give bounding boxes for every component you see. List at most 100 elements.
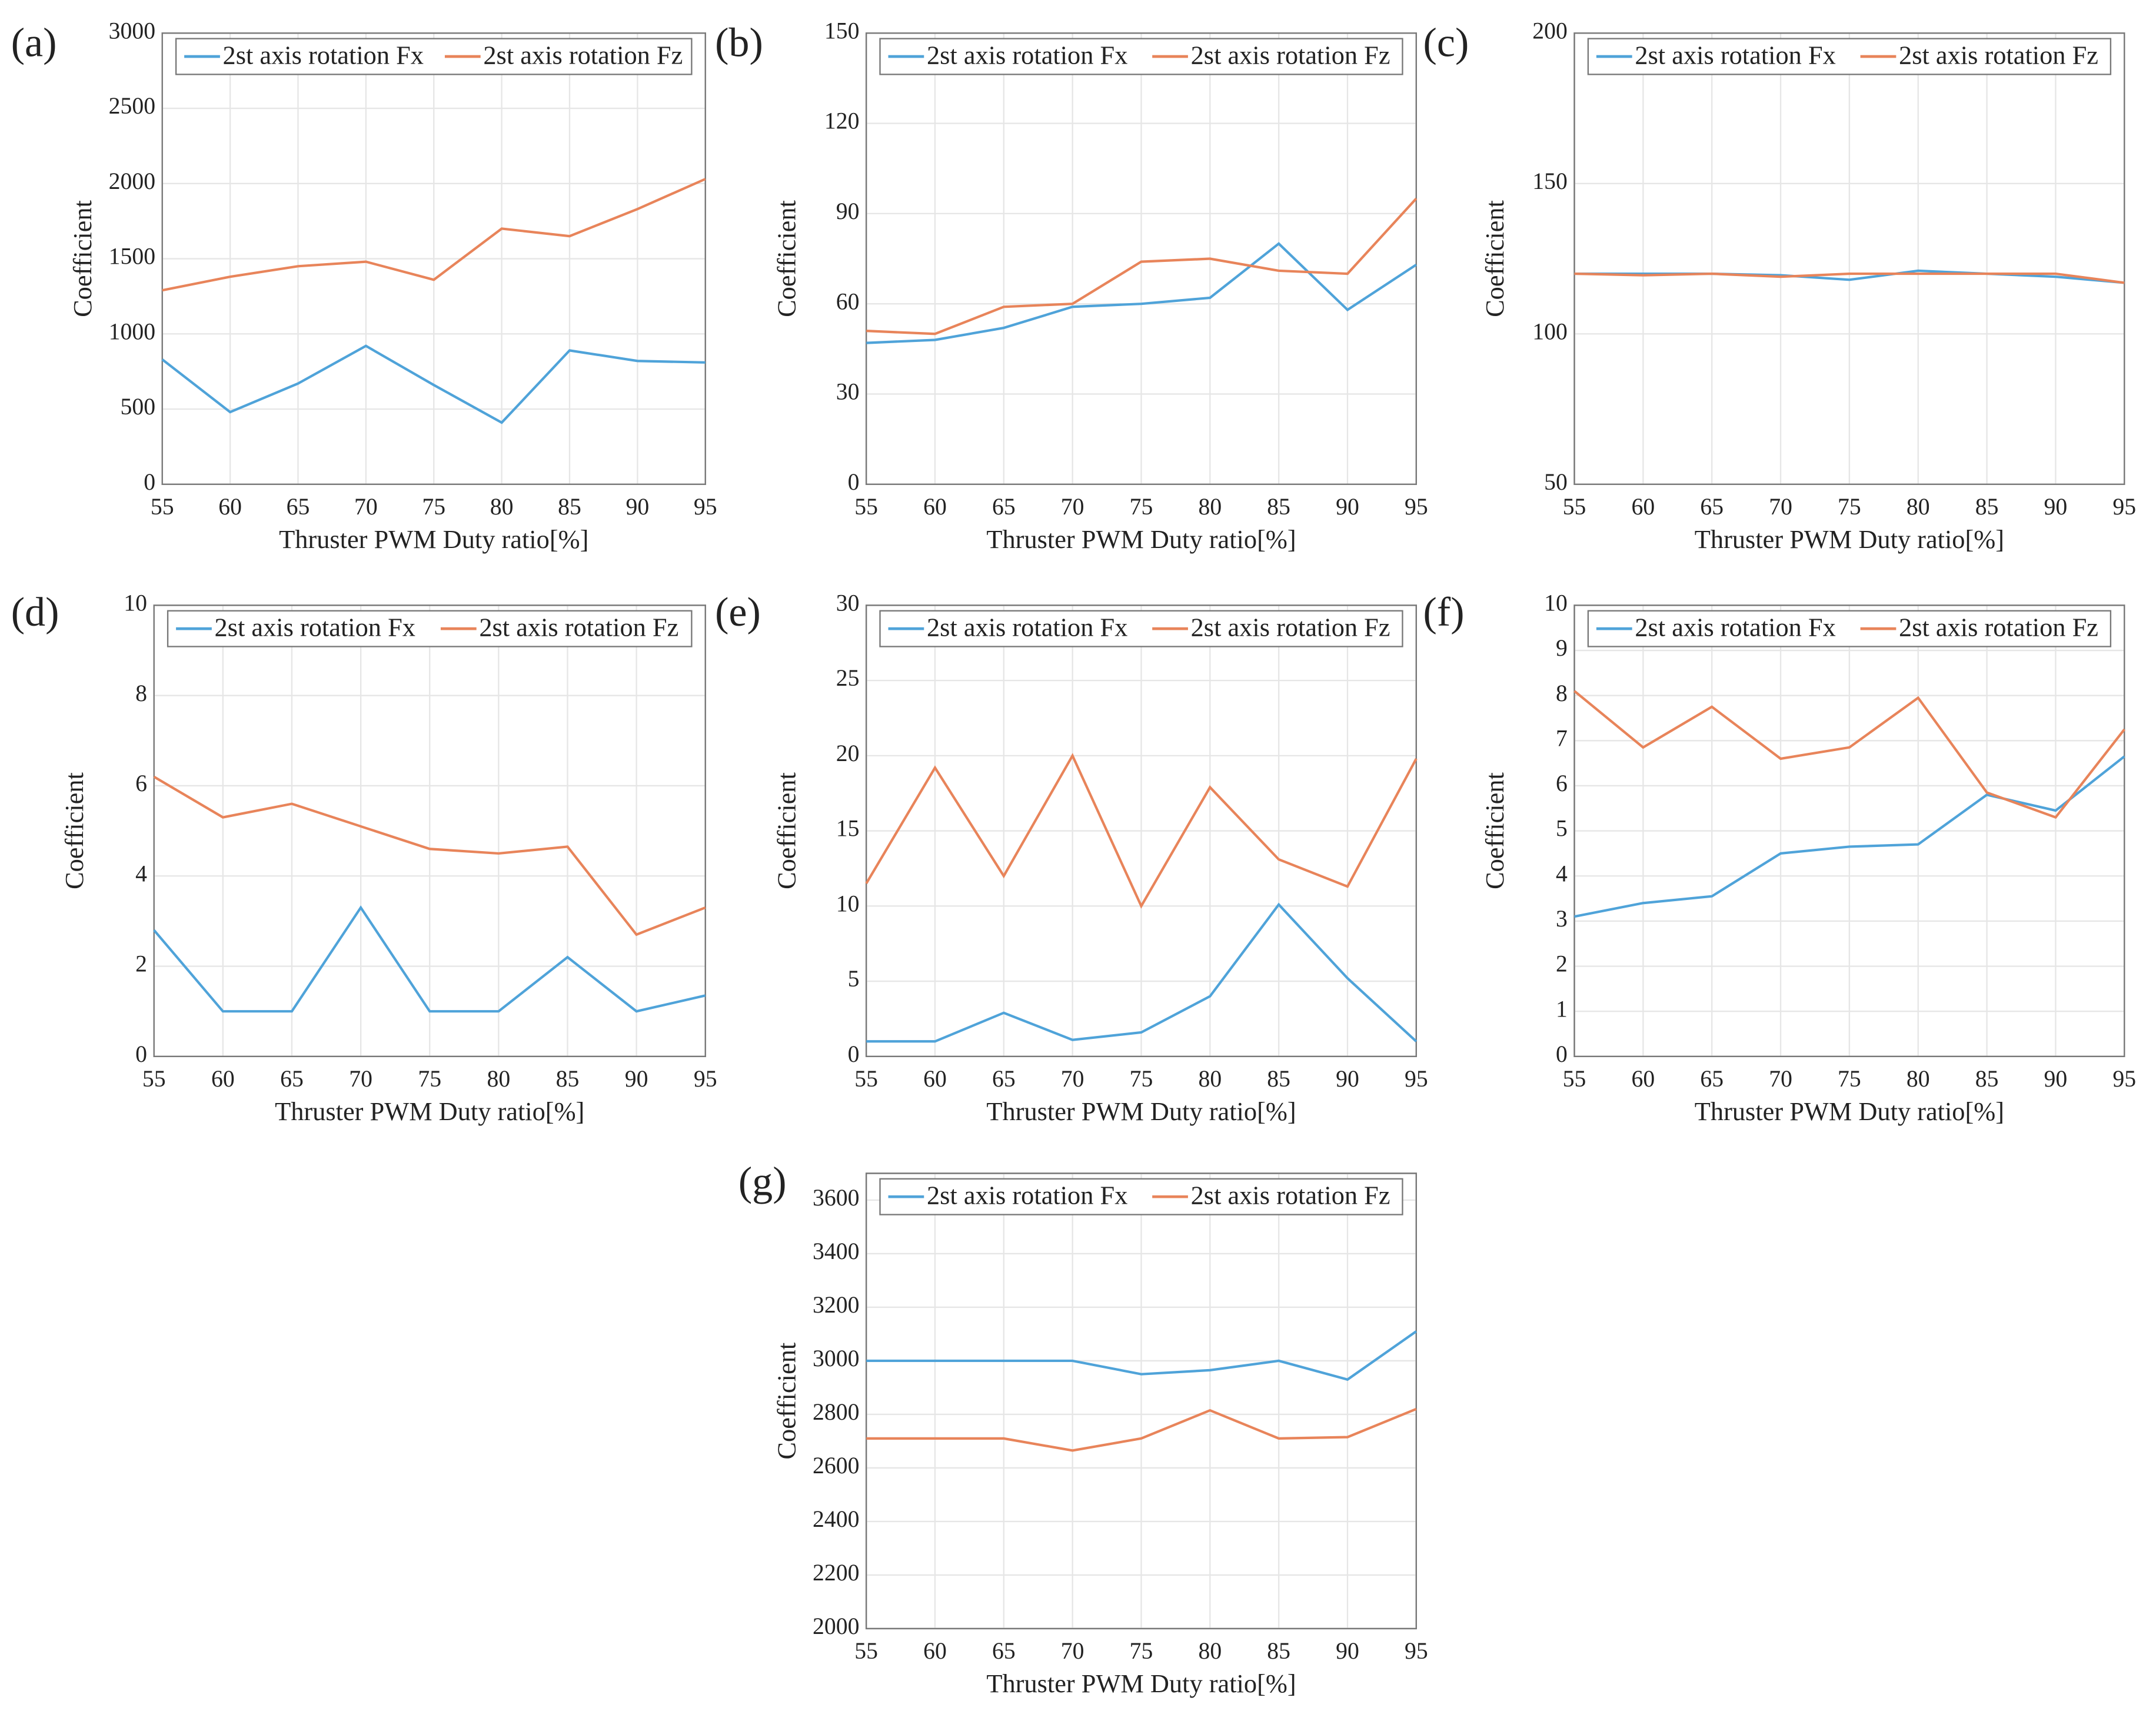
x-tick-label: 70 bbox=[1061, 494, 1084, 520]
x-tick-label: 60 bbox=[1632, 1066, 1655, 1092]
x-tick-label: 70 bbox=[354, 494, 378, 520]
x-tick-label: 80 bbox=[1907, 1066, 1930, 1092]
y-tick-label: 3 bbox=[1556, 906, 1568, 932]
x-tick-label: 95 bbox=[1405, 494, 1428, 520]
x-tick-label: 55 bbox=[1563, 494, 1586, 520]
data-line bbox=[866, 1407, 1417, 1452]
x-tick-label: 55 bbox=[854, 1638, 878, 1664]
panel-label: (a) bbox=[11, 21, 57, 66]
x-tick-label: 85 bbox=[1267, 1066, 1290, 1092]
y-tick-label: 2500 bbox=[109, 93, 155, 119]
x-tick-label: 60 bbox=[923, 1066, 947, 1092]
x-tick-label: 95 bbox=[1405, 1066, 1428, 1092]
legend-label: 2st axis rotation Fz bbox=[1899, 41, 2098, 70]
x-tick-label: 60 bbox=[218, 494, 242, 520]
y-tick-label: 3200 bbox=[813, 1292, 859, 1318]
x-axis-label: Thruster PWM Duty ratio[%] bbox=[986, 524, 1296, 554]
axes-box bbox=[161, 32, 706, 485]
data-line bbox=[153, 905, 706, 1013]
y-tick-label: 2000 bbox=[813, 1613, 859, 1639]
y-tick-label: 100 bbox=[1532, 318, 1568, 344]
x-tick-label: 95 bbox=[694, 494, 717, 520]
x-tick-label: 95 bbox=[2112, 494, 2136, 520]
legend-label: 2st axis rotation Fx bbox=[1635, 613, 1835, 642]
y-axis-label: Coefficient bbox=[771, 200, 801, 317]
x-tick-label: 55 bbox=[1563, 1066, 1586, 1092]
y-tick-label: 150 bbox=[1532, 168, 1568, 194]
data-line bbox=[1574, 755, 2125, 918]
subplot: 55 60 65 70 75 80 85 90 95 0 5 10 15 20 25 30 Thruster P… bbox=[715, 590, 1428, 1126]
legend-label: 2st axis rotation Fz bbox=[1191, 1181, 1390, 1210]
y-tick-label: 3400 bbox=[813, 1238, 859, 1264]
y-tick-label: 3600 bbox=[813, 1185, 859, 1211]
y-axis-label: Coefficient bbox=[1480, 772, 1509, 889]
x-tick-label: 85 bbox=[1267, 494, 1290, 520]
x-tick-label: 55 bbox=[854, 1066, 878, 1092]
y-tick-label: 500 bbox=[120, 394, 155, 420]
x-tick-label: 90 bbox=[625, 1066, 648, 1092]
panel-label: (f) bbox=[1423, 590, 1465, 635]
legend-label: 2st axis rotation Fz bbox=[1191, 613, 1390, 642]
x-tick-label: 65 bbox=[1700, 494, 1724, 520]
legend-box bbox=[1587, 610, 2112, 647]
legend-label: 2st axis rotation Fx bbox=[927, 1181, 1127, 1210]
legend-label: 2st axis rotation Fz bbox=[1191, 41, 1390, 70]
y-tick-label: 120 bbox=[824, 108, 860, 134]
legend-box bbox=[167, 610, 693, 647]
x-tick-label: 75 bbox=[422, 494, 445, 520]
subplot: 55 60 65 70 75 80 85 90 95 0 1 2 3 4 5 6 7 8 9 10 Thruster P… bbox=[1423, 590, 2137, 1126]
legend-box bbox=[175, 38, 693, 75]
x-tick-label: 85 bbox=[558, 494, 581, 520]
axes-box bbox=[1573, 604, 2125, 1057]
legend-label: 2st axis rotation Fz bbox=[1899, 613, 2098, 642]
x-tick-label: 90 bbox=[1336, 494, 1359, 520]
x-tick-label: 80 bbox=[1198, 494, 1222, 520]
y-tick-label: 8 bbox=[1556, 680, 1568, 706]
x-axis-label: Thruster PWM Duty ratio[%] bbox=[986, 1097, 1296, 1126]
subplot: 55 60 65 70 75 80 85 90 95 0 30 60 90 120 150 Thruster … bbox=[715, 18, 1428, 554]
data-line bbox=[153, 775, 706, 936]
y-tick-label: 60 bbox=[836, 288, 860, 314]
x-tick-label: 80 bbox=[487, 1066, 510, 1092]
legend-label: 2st axis rotation Fx bbox=[927, 41, 1127, 70]
y-tick-label: 200 bbox=[1532, 18, 1568, 44]
x-tick-label: 75 bbox=[1838, 1066, 1861, 1092]
y-tick-label: 2400 bbox=[813, 1506, 859, 1532]
y-tick-label: 1000 bbox=[109, 318, 155, 344]
data-line bbox=[866, 902, 1418, 1043]
y-tick-label: 10 bbox=[836, 891, 860, 916]
y-axis-label: Coefficient bbox=[771, 772, 801, 889]
y-tick-label: 4 bbox=[1556, 861, 1568, 886]
axes-box bbox=[153, 604, 706, 1057]
axes-box bbox=[865, 1172, 1418, 1630]
x-axis-label: Thruster PWM Duty ratio[%] bbox=[275, 1097, 584, 1126]
y-axis-label: Coefficient bbox=[771, 1342, 801, 1459]
x-tick-label: 90 bbox=[1336, 1638, 1359, 1664]
x-axis-label: Thruster PWM Duty ratio[%] bbox=[1695, 524, 2004, 554]
x-tick-label: 75 bbox=[418, 1066, 441, 1092]
axes-box bbox=[865, 604, 1418, 1057]
x-tick-label: 90 bbox=[626, 494, 650, 520]
y-tick-label: 30 bbox=[836, 379, 860, 405]
x-tick-label: 70 bbox=[1061, 1638, 1084, 1664]
y-axis-label: Coefficient bbox=[68, 200, 97, 317]
y-tick-label: 150 bbox=[824, 18, 860, 44]
y-tick-label: 1 bbox=[1556, 996, 1568, 1022]
y-tick-label: 25 bbox=[836, 665, 860, 691]
panel-label: (d) bbox=[11, 590, 59, 635]
legend-label: 2st axis rotation Fx bbox=[927, 613, 1127, 642]
legend-label: 2st axis rotation Fz bbox=[483, 41, 683, 70]
x-tick-label: 70 bbox=[349, 1066, 372, 1092]
x-tick-label: 90 bbox=[2044, 494, 2068, 520]
x-tick-label: 65 bbox=[287, 494, 310, 520]
y-tick-label: 5 bbox=[1556, 816, 1568, 842]
y-tick-label: 6 bbox=[1556, 770, 1568, 796]
legend-box bbox=[1587, 38, 2112, 75]
y-tick-label: 0 bbox=[144, 469, 155, 495]
axes-box bbox=[865, 32, 1418, 485]
panel-label: (g) bbox=[738, 1160, 787, 1205]
y-tick-label: 0 bbox=[848, 1041, 860, 1067]
y-tick-label: 2600 bbox=[813, 1453, 859, 1479]
panel-label: (c) bbox=[1423, 21, 1469, 66]
